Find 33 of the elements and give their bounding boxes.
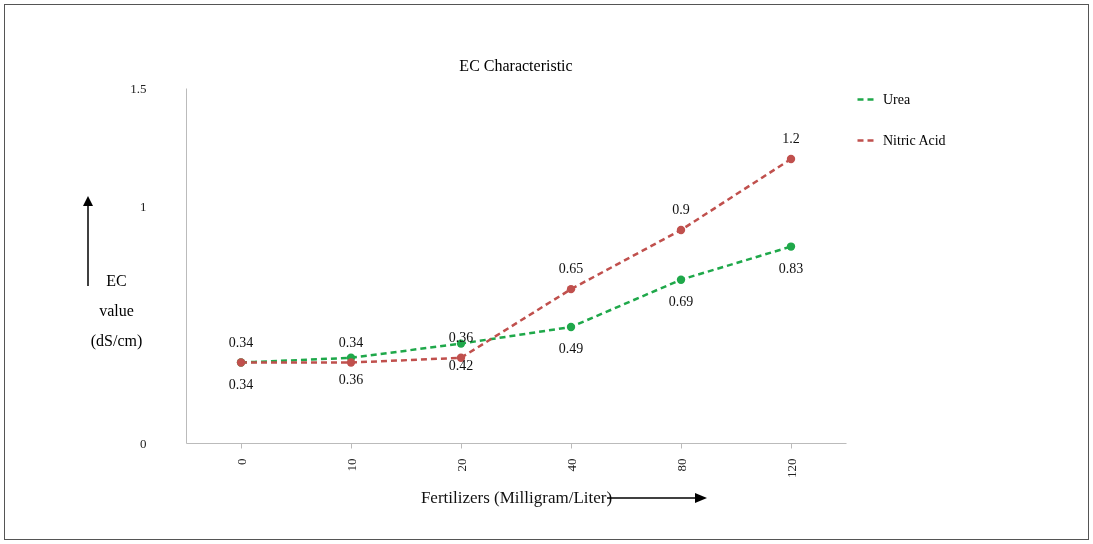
- x-tick-label: 120: [783, 458, 799, 478]
- point: [346, 358, 356, 367]
- point: [676, 275, 686, 284]
- data-label: 0.83: [778, 260, 804, 276]
- data-label: 0.34: [228, 334, 254, 350]
- data-label: 0.36: [448, 329, 474, 345]
- x-tick-label: 0: [233, 458, 249, 465]
- y-tick-label: 1.5: [130, 80, 147, 96]
- data-label: 0.34: [338, 334, 364, 350]
- data-label: 0.65: [558, 261, 584, 277]
- legend-label: Urea: [883, 91, 911, 107]
- point: [786, 154, 796, 164]
- point: [786, 242, 796, 251]
- y-tick-label: 0: [140, 435, 147, 451]
- data-label: 0.69: [668, 293, 694, 309]
- y-axis-title: EC value (dS/cm): [90, 271, 143, 350]
- data-label: 1.2: [782, 131, 800, 146]
- legend-label: Nitric Acid: [883, 132, 946, 148]
- x-tick-label: 40: [563, 458, 579, 472]
- x-tick-label: 80: [673, 458, 689, 472]
- chart-title: EC Characteristic: [459, 57, 573, 74]
- x-axis-title: Fertilizers (Milligram/Liter): [420, 488, 613, 507]
- data-label: 0.42: [448, 357, 474, 373]
- point: [676, 225, 686, 235]
- data-label: 0.36: [338, 371, 364, 387]
- data-label: 0.49: [558, 341, 584, 357]
- point: [566, 284, 576, 294]
- x-tick-label: 10: [343, 458, 359, 472]
- data-label: 0.34: [228, 376, 254, 392]
- y-tick-label: 1: [140, 198, 147, 214]
- point: [566, 322, 576, 332]
- data-label: 0.9: [672, 202, 690, 217]
- x-tick-label: 20: [453, 458, 469, 472]
